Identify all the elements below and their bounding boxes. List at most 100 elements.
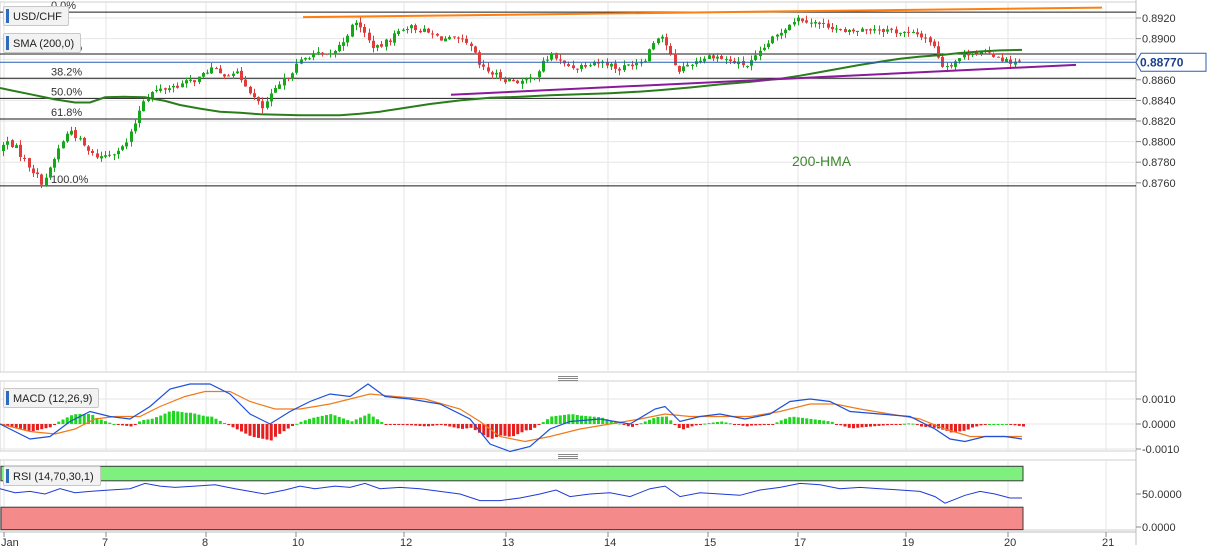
candle-body — [712, 55, 715, 59]
macd-histogram-bar — [448, 424, 452, 427]
candle-body — [62, 141, 65, 149]
macd-histogram-bar — [920, 424, 923, 427]
candle-body — [300, 59, 303, 64]
macd-histogram-bar — [605, 419, 609, 424]
candle-body — [759, 50, 762, 57]
fibonacci-level-label: 50.0% — [51, 86, 82, 98]
candle-body — [856, 30, 859, 33]
candle-body — [525, 79, 528, 81]
macd-histogram-bar — [48, 424, 52, 428]
macd-histogram-bar — [907, 423, 911, 425]
macd-histogram-bar — [541, 422, 545, 424]
candle-body — [147, 98, 150, 102]
macd-histogram-bar — [622, 424, 626, 425]
candle-body — [23, 157, 26, 159]
macd-histogram-bar — [172, 410, 175, 424]
candle-body — [597, 62, 600, 64]
macd-histogram-bar — [244, 424, 248, 434]
candle-body — [159, 88, 162, 91]
macd-histogram-bar — [197, 414, 201, 424]
macd-histogram-bar — [257, 424, 260, 438]
macd-histogram-bar — [601, 417, 605, 424]
macd-histogram-bar — [189, 412, 192, 424]
macd-histogram-bar — [478, 424, 481, 433]
macd-histogram-bar — [516, 424, 520, 435]
candle-body — [423, 28, 426, 32]
candle-body — [844, 29, 847, 32]
candle-body — [1005, 58, 1008, 63]
candle-body — [278, 84, 281, 89]
macd-histogram-bar — [159, 415, 163, 424]
macd-histogram-bar — [176, 411, 180, 424]
candle-body — [1014, 61, 1017, 65]
candle-body — [793, 22, 796, 25]
candle-body — [924, 37, 927, 39]
macd-indicator-label[interactable]: MACD (12,26,9) — [3, 388, 100, 408]
time-axis-label: 20 — [1004, 537, 1016, 549]
hma-200-line — [0, 48, 1023, 117]
candle-body — [767, 43, 770, 48]
candle-body — [946, 66, 949, 68]
pane-resize-handle[interactable] — [558, 376, 578, 381]
macd-histogram-bar — [809, 418, 813, 424]
candle-body — [70, 130, 73, 135]
macd-histogram-bar — [983, 424, 987, 425]
price-axis-label: 0.8920 — [1142, 13, 1176, 25]
macd-histogram-bar — [826, 421, 830, 424]
macd-histogram-bar — [771, 424, 775, 425]
price-axis-label: 0.8860 — [1142, 75, 1176, 87]
macd-histogram-bar — [452, 424, 456, 428]
candle-body — [827, 23, 830, 28]
candle-body — [937, 46, 940, 58]
macd-histogram-bar — [949, 424, 953, 433]
macd-histogram-bar — [99, 419, 103, 424]
candle-body — [108, 154, 111, 156]
symbol-label[interactable]: USD/CHF — [3, 6, 69, 26]
time-axis-label: 10 — [292, 537, 304, 549]
macd-histogram-bar — [180, 412, 184, 424]
macd-histogram-bar — [903, 423, 906, 425]
candle-body — [482, 64, 485, 67]
macd-histogram-bar — [813, 419, 817, 424]
macd-histogram-bar — [104, 421, 107, 424]
macd-histogram-bar — [979, 424, 983, 426]
macd-histogram-bar — [869, 424, 872, 427]
macd-histogram-bar — [707, 423, 711, 425]
macd-histogram-bar — [533, 424, 537, 428]
candle-body — [903, 31, 906, 34]
candle-body — [210, 67, 213, 74]
macd-histogram-bar — [648, 419, 651, 424]
macd-axis-label: 0.0000 — [1142, 419, 1176, 431]
candle-body — [678, 66, 681, 72]
candle-body — [742, 61, 745, 66]
macd-histogram-bar — [784, 418, 787, 424]
candle-body — [19, 144, 22, 158]
macd-histogram-bar — [537, 424, 541, 425]
candle-body — [189, 79, 192, 81]
candle-body — [776, 34, 779, 37]
sma-indicator-label[interactable]: SMA (200,0) — [3, 33, 82, 53]
macd-histogram-bar — [529, 424, 532, 431]
candle-body — [822, 23, 825, 25]
macd-histogram-bar — [278, 424, 282, 434]
pane-resize-handle[interactable] — [558, 454, 578, 459]
candle-body — [2, 144, 5, 152]
candle-body — [572, 65, 575, 69]
macd-histogram-bar — [941, 424, 945, 430]
macd-histogram-bar — [371, 416, 375, 424]
rsi-overbought-band — [0, 465, 1024, 482]
macd-histogram-bar — [410, 424, 413, 426]
rsi-indicator-label[interactable]: RSI (14,70,30,1) — [3, 466, 101, 486]
macd-histogram-bar — [320, 415, 324, 424]
macd-histogram-bar — [669, 420, 673, 424]
candle-body — [155, 90, 158, 92]
macd-histogram-bar — [456, 424, 460, 429]
macd-histogram-bar — [112, 424, 116, 425]
candle-body — [79, 138, 82, 140]
macd-histogram-bar — [703, 423, 707, 425]
macd-histogram-bar — [23, 424, 27, 430]
time-axis-label: 13 — [502, 537, 514, 549]
candle-body — [848, 29, 851, 33]
